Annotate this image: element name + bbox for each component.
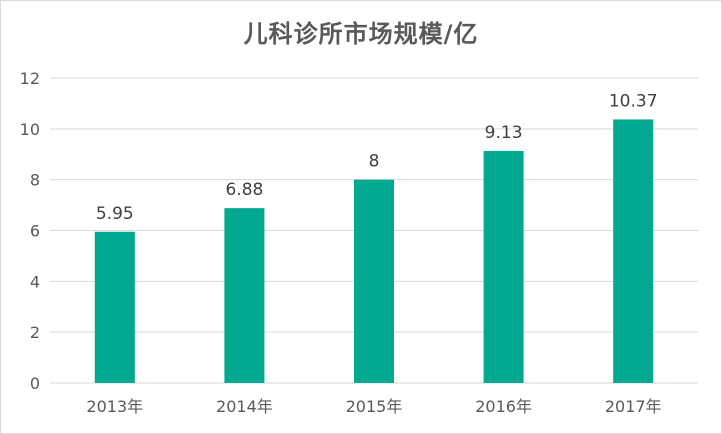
x-tick-label: 2017年 <box>605 397 662 416</box>
y-axis-ticks: 0 2 4 6 8 10 12 <box>20 69 40 393</box>
y-tick-label: 12 <box>20 69 40 88</box>
y-tick-label: 6 <box>30 222 40 241</box>
x-tick-label: 2015年 <box>346 397 403 416</box>
y-tick-label: 0 <box>30 374 40 393</box>
y-tick-label: 2 <box>30 323 40 342</box>
bar <box>224 208 265 383</box>
data-labels: 5.95 6.88 8 9.13 10.37 <box>96 91 658 223</box>
bar <box>613 119 654 383</box>
bar <box>94 231 135 383</box>
y-tick-label: 4 <box>30 272 40 291</box>
data-label: 8 <box>369 152 380 172</box>
chart-title: 儿科诊所市场规模/亿 <box>243 20 479 48</box>
y-tick-label: 10 <box>20 120 40 139</box>
x-tick-label: 2013年 <box>86 397 143 416</box>
bars <box>94 119 654 383</box>
data-label: 6.88 <box>225 180 263 200</box>
data-label: 9.13 <box>485 123 523 143</box>
x-axis-labels: 2013年 2014年 2015年 2016年 2017年 <box>86 397 661 416</box>
bar <box>354 179 394 383</box>
x-tick-label: 2016年 <box>475 397 532 416</box>
data-label: 5.95 <box>96 204 134 224</box>
data-label: 10.37 <box>609 91 658 111</box>
x-tick-label: 2014年 <box>216 397 273 416</box>
bar <box>483 150 524 383</box>
y-tick-label: 8 <box>30 171 40 190</box>
